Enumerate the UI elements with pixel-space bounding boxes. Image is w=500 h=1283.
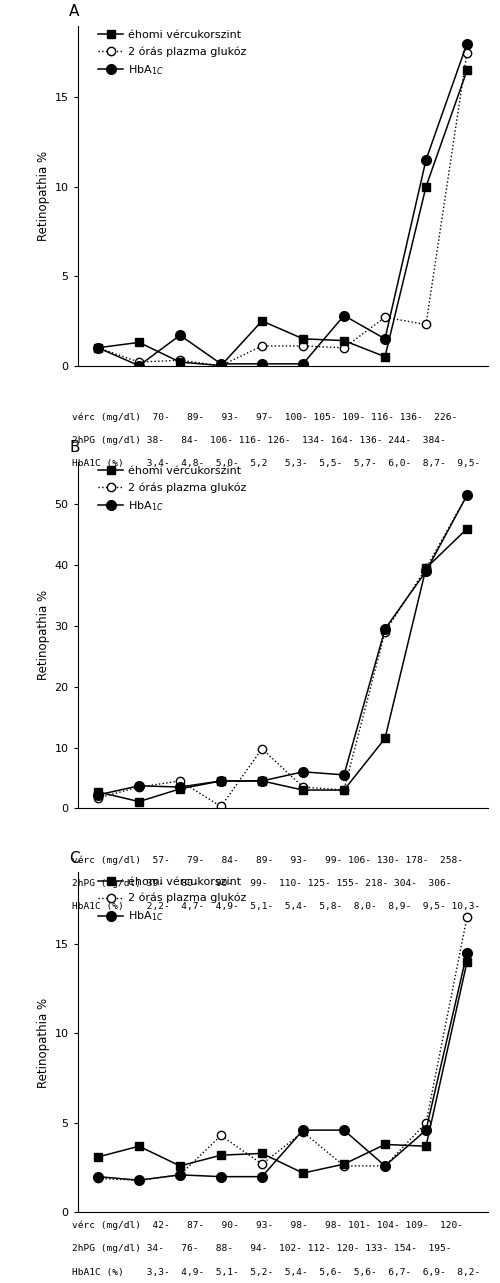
Text: HbA1C (%)    2,2-  4,7-  4,9-  5,1-  5,4-  5,8-  8,0-  8,9-  9,5- 10,3-: HbA1C (%) 2,2- 4,7- 4,9- 5,1- 5,4- 5,8- … xyxy=(72,902,481,911)
Text: HbA1C (%)    3,4-  4,8-  5,0-  5,2   5,3-  5,5-  5,7-  6,0-  8,7-  9,5-: HbA1C (%) 3,4- 4,8- 5,0- 5,2 5,3- 5,5- 5… xyxy=(72,459,481,468)
Text: vérc (mg/dl)  42-   87-   90-   93-   98-   98- 101- 104- 109-  120-: vérc (mg/dl) 42- 87- 90- 93- 98- 98- 101… xyxy=(72,1221,464,1230)
Text: 2hPG (mg/dl) 34-   76-   88-   94-  102- 112- 120- 133- 154-  195-: 2hPG (mg/dl) 34- 76- 88- 94- 102- 112- 1… xyxy=(72,1245,452,1253)
Text: vérc (mg/dl)  57-   79-   84-   89-   93-   99- 106- 130- 178-  258-: vérc (mg/dl) 57- 79- 84- 89- 93- 99- 106… xyxy=(72,856,464,865)
Text: vérc (mg/dl)  70-   89-   93-   97-  100- 105- 109- 116- 136-  226-: vérc (mg/dl) 70- 89- 93- 97- 100- 105- 1… xyxy=(72,413,458,422)
Y-axis label: Retinopathia %: Retinopathia % xyxy=(38,150,51,241)
Text: B: B xyxy=(70,440,80,455)
Y-axis label: Retinopathia %: Retinopathia % xyxy=(38,997,51,1088)
Text: HbA1C (%)    3,3-  4,9-  5,1-  5,2-  5,4-  5,6-  5,6-  6,7-  6,9-  8,2-: HbA1C (%) 3,3- 4,9- 5,1- 5,2- 5,4- 5,6- … xyxy=(72,1268,481,1277)
Text: 2hPG (mg/dl) 39-   80-   90-   99-  110- 125- 155- 218- 304-  306-: 2hPG (mg/dl) 39- 80- 90- 99- 110- 125- 1… xyxy=(72,879,452,888)
Legend: éhomi vércukorszint, 2 órás plazma glukóz, HbA$_{1C}$: éhomi vércukorszint, 2 órás plazma glukó… xyxy=(94,872,251,928)
Legend: éhomi vércukorszint, 2 órás plazma glukóz, HbA$_{1C}$: éhomi vércukorszint, 2 órás plazma glukó… xyxy=(94,26,251,81)
Text: A: A xyxy=(70,4,80,19)
Text: C: C xyxy=(70,851,80,866)
Y-axis label: Retinopathia %: Retinopathia % xyxy=(37,590,50,680)
Text: 2hPG (mg/dl) 38-   84-  106- 116- 126-  134- 164- 136- 244-  384-: 2hPG (mg/dl) 38- 84- 106- 116- 126- 134-… xyxy=(72,436,446,445)
Legend: éhomi vércukorszint, 2 órás plazma glukóz, HbA$_{1C}$: éhomi vércukorszint, 2 órás plazma glukó… xyxy=(94,462,251,517)
